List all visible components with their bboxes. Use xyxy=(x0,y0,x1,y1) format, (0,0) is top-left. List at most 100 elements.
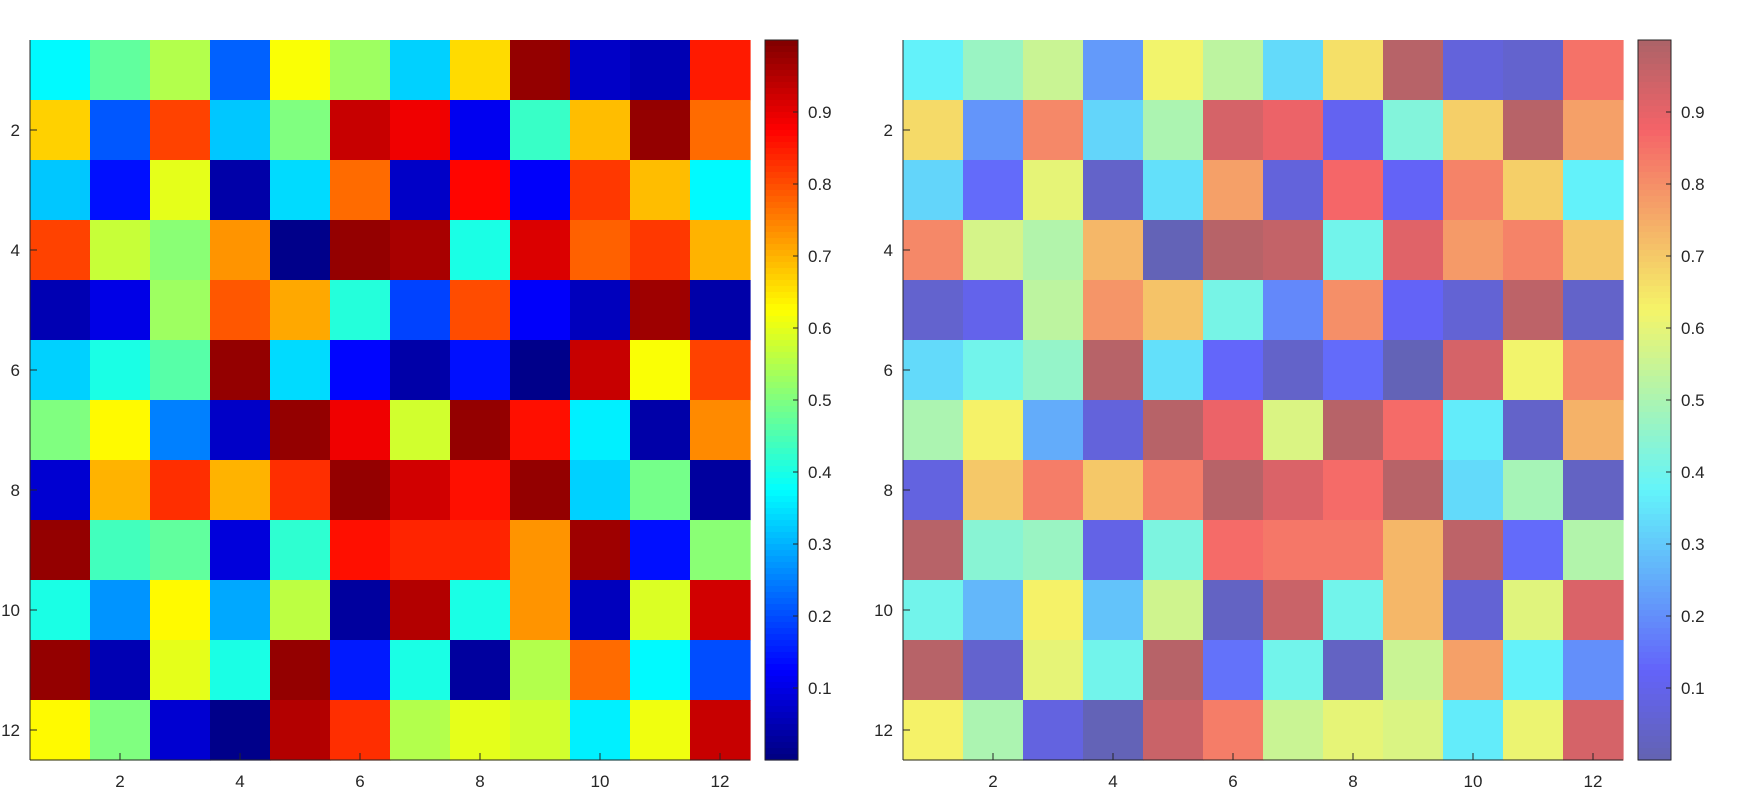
colorbar-segment xyxy=(765,298,798,305)
colorbar-segment xyxy=(765,40,798,47)
colorbar-segment xyxy=(1638,178,1671,185)
heatmap-cell xyxy=(1083,220,1144,281)
colorbar-segment xyxy=(1638,514,1671,521)
colorbar-segment xyxy=(1638,556,1671,563)
heatmap-cell xyxy=(150,700,211,761)
heatmap-cell xyxy=(30,160,91,221)
colorbar-segment xyxy=(1638,748,1671,755)
heatmap-cell xyxy=(1143,160,1204,221)
heatmap-cell xyxy=(570,220,631,281)
heatmap-cell xyxy=(510,700,571,761)
heatmap-cell xyxy=(1083,160,1144,221)
heatmap-cell xyxy=(903,700,964,761)
heatmap-cell xyxy=(1023,220,1084,281)
colorbar-segment xyxy=(765,622,798,629)
colorbar-segment xyxy=(1638,550,1671,557)
colorbar-segment xyxy=(1638,136,1671,143)
heatmap-cell xyxy=(1323,460,1384,521)
heatmap-cell xyxy=(1023,700,1084,761)
heatmap-cell xyxy=(150,340,211,401)
colorbar-segment xyxy=(1638,634,1671,641)
heatmap-cell xyxy=(630,340,691,401)
colorbar-segment xyxy=(765,604,798,611)
colorbar-segment xyxy=(1638,148,1671,155)
heatmap-cell xyxy=(90,400,151,461)
heatmap-cell xyxy=(630,100,691,161)
heatmap-cell xyxy=(30,580,91,641)
x-tick-label: 10 xyxy=(1464,772,1483,791)
colorbar-2: 0.1 0.2 0.3 0.4 0.5 0.6 0.7 0.8 0.9 xyxy=(1637,39,1705,761)
heatmap-cell xyxy=(1563,580,1624,641)
heatmap-cell xyxy=(390,700,451,761)
heatmap-cell xyxy=(1383,700,1444,761)
colorbar-segment xyxy=(1638,124,1671,131)
heatmap-cell xyxy=(630,520,691,581)
colorbar-segment xyxy=(765,520,798,527)
heatmap-cell xyxy=(1323,580,1384,641)
colorbar-segment xyxy=(1638,496,1671,503)
heatmap-cell xyxy=(210,160,271,221)
colorbar-segment xyxy=(1638,70,1671,77)
heatmap-cell xyxy=(1503,520,1564,581)
colorbar-segment xyxy=(1638,166,1671,173)
colorbar-segment xyxy=(1638,688,1671,695)
heatmap-cell xyxy=(963,520,1024,581)
colorbar-segment xyxy=(765,196,798,203)
heatmap-cell xyxy=(1143,340,1204,401)
heatmap-cell xyxy=(1023,400,1084,461)
heatmap-cell xyxy=(630,640,691,701)
heatmap-cell xyxy=(1503,640,1564,701)
colorbar-segment xyxy=(765,46,798,53)
colorbar-segment xyxy=(765,634,798,641)
colorbar-segment xyxy=(1638,592,1671,599)
heatmap-cell xyxy=(1143,580,1204,641)
heatmap-cell xyxy=(903,520,964,581)
heatmap-cell xyxy=(1203,400,1264,461)
colorbar-segment xyxy=(765,682,798,689)
heatmap-cell xyxy=(150,160,211,221)
heatmap-cell xyxy=(1263,220,1324,281)
colorbar-segment xyxy=(765,700,798,707)
colorbar-segment xyxy=(765,466,798,473)
colorbar-tick-label: 0.3 xyxy=(1681,535,1705,554)
colorbar-tick-label: 0.7 xyxy=(808,247,832,266)
colorbar-segment xyxy=(765,130,798,137)
heatmap-cell xyxy=(903,280,964,341)
colorbar-segment xyxy=(1638,214,1671,221)
heatmap-cell xyxy=(963,460,1024,521)
colorbar-segment xyxy=(1638,568,1671,575)
colorbar-segment xyxy=(765,418,798,425)
colorbar-segment xyxy=(1638,208,1671,215)
colorbar-segment xyxy=(1638,346,1671,353)
colorbar-segment xyxy=(1638,316,1671,323)
colorbar-segment xyxy=(1638,244,1671,251)
colorbar-segment xyxy=(765,52,798,59)
heatmap-cell xyxy=(963,40,1024,101)
heatmap-cell xyxy=(903,400,964,461)
heatmap-cell xyxy=(390,100,451,161)
colorbar-segment xyxy=(1638,370,1671,377)
heatmap-cell xyxy=(270,160,331,221)
heatmap-cell xyxy=(390,340,451,401)
heatmap-cell xyxy=(1503,400,1564,461)
heatmap-cell xyxy=(1083,400,1144,461)
heatmap-cell xyxy=(903,460,964,521)
heatmap-cell xyxy=(330,100,391,161)
heatmap-cell xyxy=(390,220,451,281)
heatmap-cell xyxy=(1143,100,1204,161)
heatmap-cell xyxy=(1323,40,1384,101)
colorbar-segment xyxy=(765,490,798,497)
colorbar-segment xyxy=(1638,532,1671,539)
colorbar-segment xyxy=(1638,502,1671,509)
colorbar-segment xyxy=(765,688,798,695)
colorbar-segment xyxy=(765,742,798,749)
heatmap-cell xyxy=(270,100,331,161)
colorbar-segment xyxy=(765,340,798,347)
colorbar-segment xyxy=(765,364,798,371)
x-tick-label: 12 xyxy=(1584,772,1603,791)
colorbar-segment xyxy=(1638,436,1671,443)
heatmap-cell xyxy=(1503,100,1564,161)
colorbar-segment xyxy=(765,268,798,275)
heatmap-cell xyxy=(210,520,271,581)
heatmap-cell xyxy=(90,460,151,521)
